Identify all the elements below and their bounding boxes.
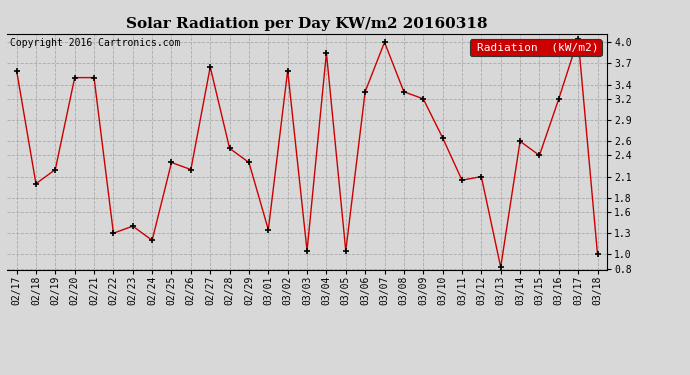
Title: Solar Radiation per Day KW/m2 20160318: Solar Radiation per Day KW/m2 20160318 [126,17,488,31]
Text: Copyright 2016 Cartronics.com: Copyright 2016 Cartronics.com [10,39,180,48]
Legend: Radiation  (kW/m2): Radiation (kW/m2) [470,39,602,56]
